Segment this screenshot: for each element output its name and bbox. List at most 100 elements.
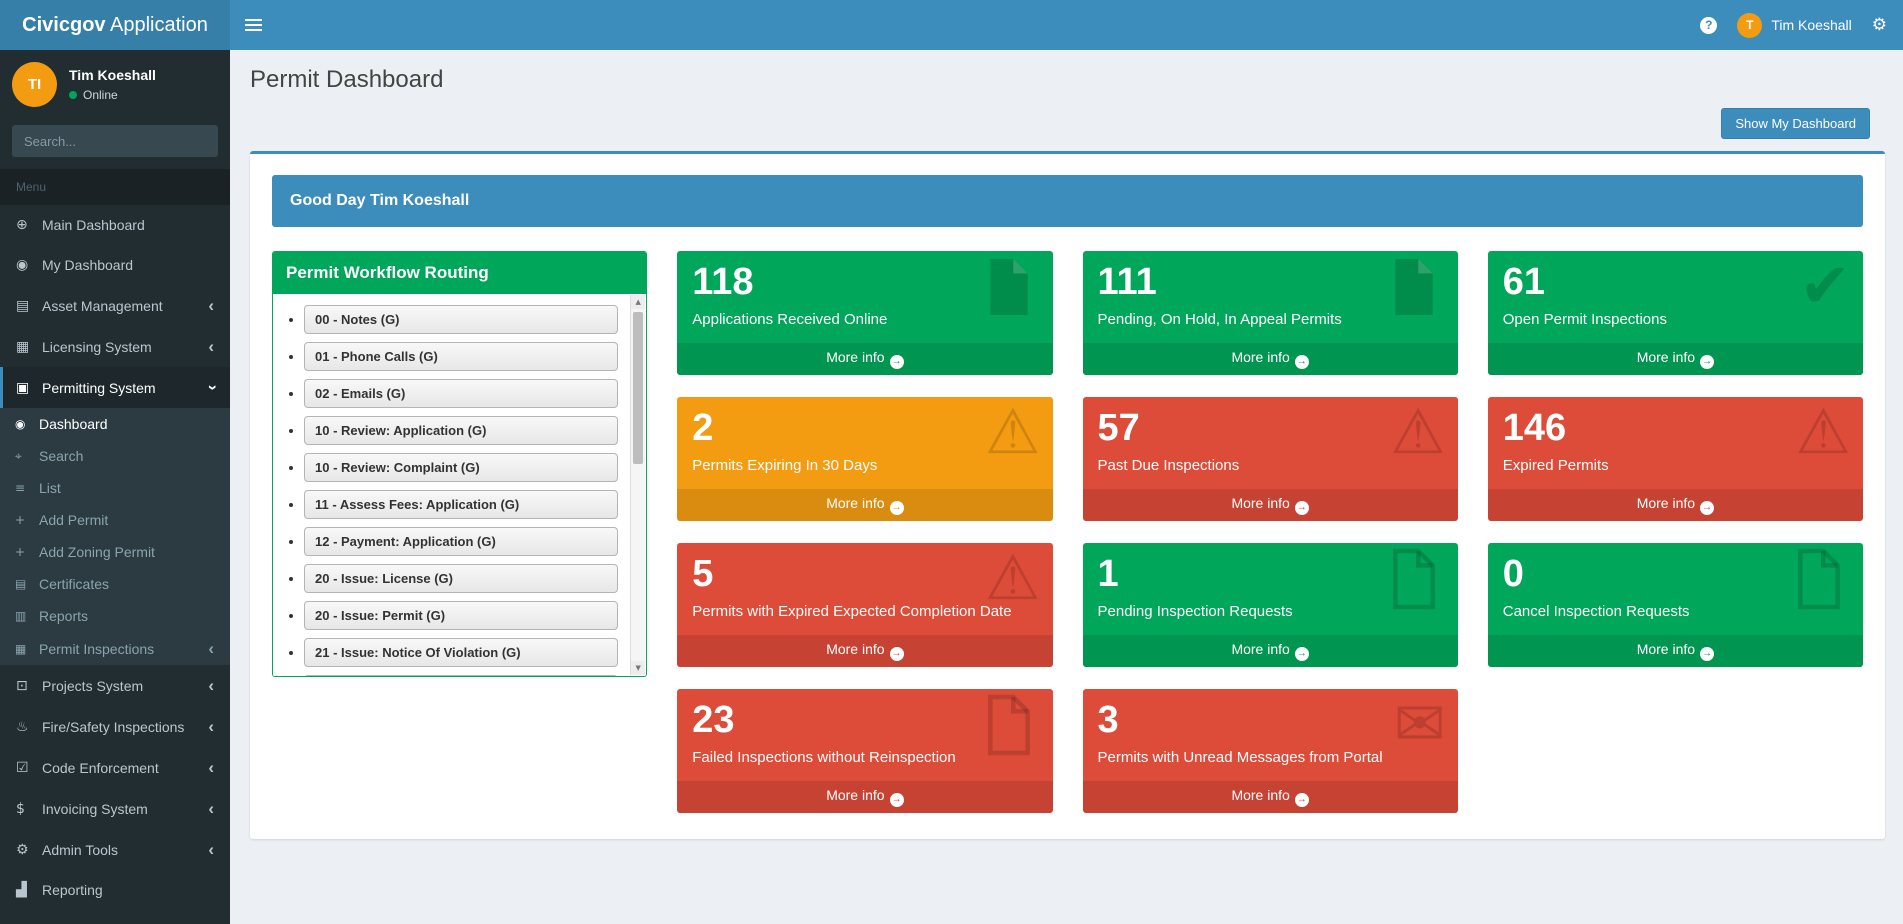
chevron-left-icon: ‹ <box>208 337 214 356</box>
settings-gears-icon[interactable]: ⚙ <box>1871 15 1887 35</box>
search-submit-button[interactable] <box>212 125 218 157</box>
sidebar-user-panel: TI Tim Koeshall Online <box>0 50 230 119</box>
workflow-step-button[interactable]: 12 - Payment: Application (G) <box>304 527 619 556</box>
workflow-step-button[interactable] <box>304 675 619 676</box>
more-info-link[interactable]: More info → <box>1082 343 1458 375</box>
brand-logo[interactable]: Civicgov Application <box>0 0 230 50</box>
sidebar-item-dashboard[interactable]: ◉ Dashboard <box>0 408 230 440</box>
info-box: 1 Pending Inspection Requests More info → <box>1082 543 1458 667</box>
arrow-circle-right-icon: → <box>889 793 904 807</box>
certificate-icon: ▤ <box>15 577 27 591</box>
sidebar-subitem-label: Reports <box>39 608 89 624</box>
sidebar-item-fire-safety-inspections[interactable]: ♨ Fire/Safety Inspections ‹ <box>0 706 230 747</box>
inspections-icon: ▦ <box>15 641 27 656</box>
sidebar-item-permit-inspections[interactable]: ▦ Permit Inspections ‹ <box>0 632 230 665</box>
sidebar-item-admin-tools[interactable]: ⚙ Admin Tools ‹ <box>0 829 230 870</box>
more-info-label: More info <box>1231 349 1290 365</box>
info-box: 3 Permits with Unread Messages from Porta… <box>1082 689 1458 813</box>
show-my-dashboard-button[interactable]: Show My Dashboard <box>1721 108 1870 139</box>
sidebar-item-my-dashboard[interactable]: ◉ My Dashboard <box>0 245 230 285</box>
more-info-label: More info <box>1231 641 1290 657</box>
sidebar-item-label: Asset Management <box>42 297 163 314</box>
more-info-link[interactable]: More info → <box>1082 635 1458 667</box>
asset-management-icon: ▤ <box>16 297 30 314</box>
workflow-step-button[interactable]: 00 - Notes (G) <box>304 305 619 334</box>
envelope-icon: ✉ <box>1393 689 1446 760</box>
plus-icon: + <box>15 513 26 527</box>
sidebar-item-search[interactable]: ⌖ Search <box>0 440 230 472</box>
dashboard-box: Good Day Tim Koeshall Permit Workflow Ro… <box>250 151 1885 839</box>
page-title: Permit Dashboard <box>250 66 444 93</box>
more-info-label: More info <box>1636 349 1696 365</box>
scrollbar-thumb[interactable] <box>633 312 644 464</box>
more-info-link[interactable]: More info → <box>1082 781 1458 813</box>
sidebar-item-certificates[interactable]: ▤ Certificates <box>0 568 230 600</box>
more-info-link[interactable]: More info → <box>1487 343 1863 375</box>
sidebar-item-label: Code Enforcement <box>42 759 159 776</box>
sidebar-item-reporting[interactable]: ▟ Reporting <box>0 870 230 910</box>
workflow-list-item: 11 - Assess Fees: Application (G) <box>304 490 619 519</box>
more-info-label: More info <box>1636 641 1696 657</box>
workflow-step-button[interactable]: 21 - Issue: Notice Of Violation (G) <box>304 638 619 667</box>
scroll-down-arrow-icon[interactable]: ▼ <box>631 661 646 675</box>
search-input[interactable] <box>12 125 212 157</box>
sidebar-item-list[interactable]: ≡ List <box>0 472 230 504</box>
workflow-step-button[interactable]: 02 - Emails (G) <box>304 379 619 408</box>
globe-icon: ⊕ <box>16 217 28 233</box>
dashboard-icon: ◉ <box>16 257 29 273</box>
bar-chart-icon: ▟ <box>16 882 27 898</box>
reports-icon: ▥ <box>15 609 27 623</box>
workflow-step-button[interactable]: 11 - Assess Fees: Application (G) <box>304 490 619 519</box>
arrow-circle-right-icon: → <box>1700 647 1715 661</box>
sidebar-subitem-label: Certificates <box>39 576 110 592</box>
brand-rest: Application <box>105 14 208 36</box>
sidebar-item-label: Main Dashboard <box>42 217 145 233</box>
sidebar-item-code-enforcement[interactable]: ☑ Code Enforcement ‹ <box>0 747 230 788</box>
sidebar-item-reports[interactable]: ▥ Reports <box>0 600 230 632</box>
workflow-step-button[interactable]: 10 - Review: Complaint (G) <box>304 453 619 482</box>
more-info-link[interactable]: More info → <box>1487 635 1863 667</box>
sidebar-item-permitting-system[interactable]: ▣ Permitting System ‹ <box>0 367 230 408</box>
sidebar-item-main-dashboard[interactable]: ⊕ Main Dashboard <box>0 205 230 245</box>
sidebar-item-asset-management[interactable]: ▤ Asset Management ‹ <box>0 285 230 326</box>
help-icon[interactable]: ? <box>1700 16 1718 34</box>
more-info-link[interactable]: More info → <box>1487 489 1863 521</box>
scroll-up-arrow-icon[interactable]: ▲ <box>631 295 646 309</box>
workflow-step-button[interactable]: 01 - Phone Calls (G) <box>304 342 619 371</box>
more-info-link[interactable]: More info → <box>677 781 1053 813</box>
more-info-link[interactable]: More info → <box>1082 489 1458 521</box>
sidebar-subitem-label: Search <box>39 448 84 464</box>
workflow-list-item: 01 - Phone Calls (G) <box>304 342 619 371</box>
plus-icon: + <box>15 545 26 559</box>
scrollbar[interactable]: ▲ ▼ <box>630 295 646 675</box>
sidebar-toggle-button[interactable] <box>230 0 276 50</box>
arrow-circle-right-icon: → <box>889 355 904 369</box>
user-menu[interactable]: T Tim Koeshall <box>1737 12 1852 38</box>
sidebar-subitem-label: Dashboard <box>39 416 108 432</box>
info-box: 118 Applications Received Online More info… <box>677 251 1053 375</box>
workflow-step-button[interactable]: 20 - Issue: Permit (G) <box>304 601 619 630</box>
sidebar-item-licensing-system[interactable]: ▦ Licensing System ‹ <box>0 326 230 367</box>
info-box: 146 Expired Permits ⚠ More info → <box>1487 397 1863 521</box>
toolbar: Show My Dashboard <box>230 94 1903 151</box>
sidebar-item-projects-system[interactable]: ⊡ Projects System ‹ <box>0 665 230 706</box>
workflow-list-item: 10 - Review: Application (G) <box>304 416 619 445</box>
more-info-link[interactable]: More info → <box>677 343 1053 375</box>
sidebar-item-label: Fire/Safety Inspections <box>42 718 185 735</box>
workflow-step-button[interactable]: 20 - Issue: License (G) <box>304 564 619 593</box>
sidebar-item-label: Invoicing System <box>42 800 148 817</box>
chevron-left-icon: ‹ <box>208 758 214 777</box>
more-info-link[interactable]: More info → <box>677 635 1053 667</box>
sidebar-menu-header: Menu <box>0 169 230 205</box>
sidebar-item-add-zoning-permit[interactable]: + Add Zoning Permit <box>0 536 230 568</box>
dashboard-icon: ◉ <box>15 417 26 431</box>
workflow-list-item: 21 - Issue: Notice Of Violation (G) <box>304 638 619 667</box>
sidebar-item-add-permit[interactable]: + Add Permit <box>0 504 230 536</box>
workflow-step-button[interactable]: 10 - Review: Application (G) <box>304 416 619 445</box>
workflow-list-item: 00 - Notes (G) <box>304 305 619 334</box>
more-info-link[interactable]: More info → <box>677 489 1053 521</box>
info-box-value: 23 <box>692 699 735 741</box>
sidebar-item-invoicing-system[interactable]: $ Invoicing System ‹ <box>0 788 230 829</box>
info-box: 0 Cancel Inspection Requests More info → <box>1487 543 1863 667</box>
more-info-label: More info <box>826 495 885 511</box>
